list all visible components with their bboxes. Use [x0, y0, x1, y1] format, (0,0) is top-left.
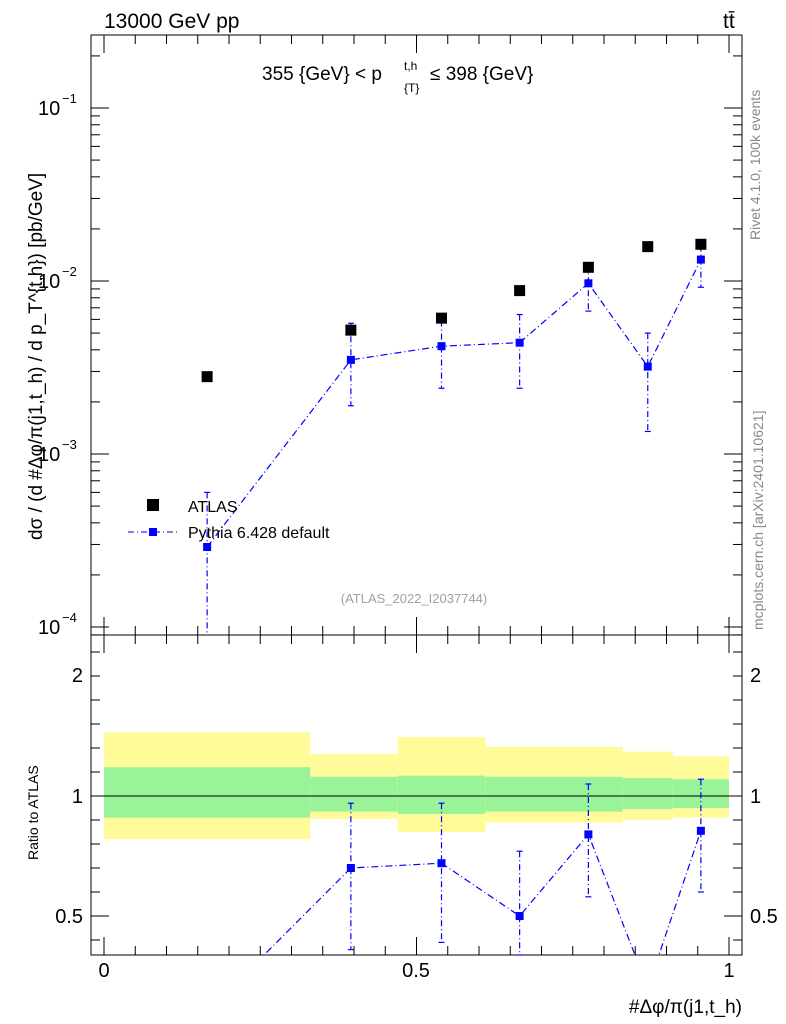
- main-y-tick-exponent: −2: [62, 264, 77, 279]
- mc-point: [515, 338, 524, 347]
- ratio-y-tick-label-right: 2: [750, 665, 761, 687]
- data-point: [201, 371, 213, 383]
- main-y-tick-exponent: −1: [62, 91, 77, 106]
- main-mc-series: [203, 245, 705, 635]
- mc-point: [696, 255, 705, 264]
- main-data-series: [201, 238, 707, 383]
- mc-point: [346, 355, 355, 364]
- x-axis-ticks: [103, 35, 730, 955]
- legend: ATLAS Pythia 6.428 default: [128, 499, 330, 542]
- mc-point: [643, 362, 652, 371]
- main-y-tick-label: 10: [38, 617, 60, 639]
- main-y-tick-labels: 10 −1 10 −2 10 −3 10 −4: [38, 91, 77, 639]
- ratio-y-tick-labels: 0.5 1 2 0.5 1 2: [55, 665, 778, 928]
- mc-point: [203, 543, 212, 552]
- ratio-y-tick-label-right: 0.5: [750, 906, 778, 928]
- main-y-tick-exponent: −3: [62, 437, 77, 452]
- ratio-point: [584, 830, 593, 839]
- range-title: 355 {GeV} < p t,h {T} ≤ 398 {GeV}: [262, 59, 533, 95]
- range-title-start: 355 {GeV} < p: [262, 64, 382, 85]
- mcplots-label: mcplots.cern.ch [arXiv:2401.10621]: [750, 411, 766, 630]
- main-y-tick-label: 10: [38, 271, 60, 293]
- data-point: [695, 238, 707, 250]
- legend-data-label: ATLAS: [188, 499, 238, 516]
- mc-point: [437, 342, 446, 351]
- collision-label: 13000 GeV pp: [104, 10, 239, 33]
- analysis-watermark: (ATLAS_2022_I2037744): [341, 591, 487, 606]
- legend-data-marker: [147, 499, 159, 511]
- main-y-axis-label: dσ / (d #Δφ/π(j1,t_h) / d p_T^{t,h}) [pb…: [26, 173, 47, 540]
- x-tick-label: 1: [723, 960, 734, 982]
- main-axis-ticks: [91, 55, 742, 636]
- main-y-tick-exponent: −4: [62, 610, 77, 625]
- ratio-point: [346, 864, 355, 872]
- main-y-tick-label: 10: [38, 444, 60, 466]
- ratio-y-tick-label-right: 1: [750, 786, 761, 808]
- x-tick-label: 0: [98, 960, 109, 982]
- range-title-end: ≤ 398 {GeV}: [430, 64, 533, 85]
- ratio-series-line: [263, 830, 702, 955]
- data-point: [642, 241, 654, 253]
- range-title-sub: {T}: [404, 81, 419, 95]
- legend-mc-label: Pythia 6.428 default: [188, 525, 330, 542]
- mc-series-line: [206, 259, 702, 548]
- main-y-tick-label: 10: [38, 98, 60, 120]
- ratio-axis-ticks: [91, 651, 742, 941]
- ratio-y-tick-label: 1: [72, 786, 83, 808]
- ratio-y-tick-label: 0.5: [55, 906, 83, 928]
- mc-point: [584, 279, 593, 288]
- data-point: [345, 324, 357, 336]
- x-tick-label: 0.5: [402, 960, 430, 982]
- ratio-y-tick-label: 2: [72, 665, 83, 687]
- data-point: [436, 312, 447, 324]
- ratio-uncertainty-bands: [91, 732, 742, 840]
- range-title-sup: t,h: [404, 59, 417, 73]
- data-point: [514, 285, 526, 297]
- inner-band-segment: [104, 767, 311, 818]
- main-panel-frame: [90, 34, 743, 636]
- rivet-label: Rivet 4.1.0, 100k events: [747, 90, 763, 240]
- ratio-y-axis-label: Ratio to ATLAS: [25, 765, 41, 860]
- inner-band-segment: [622, 778, 673, 810]
- ratio-mc-series: [263, 778, 705, 956]
- inner-band-segment: [310, 776, 398, 812]
- legend-mc-marker: [149, 528, 157, 536]
- process-label: tt̄: [723, 10, 735, 33]
- ratio-point: [515, 912, 524, 920]
- inner-band-segment: [485, 776, 623, 812]
- x-axis-label: #Δφ/π(j1,t_h): [629, 997, 742, 1018]
- ratio-point: [437, 859, 446, 868]
- ratio-point: [696, 826, 705, 835]
- data-point: [582, 261, 594, 273]
- x-tick-labels: 0 0.5 1: [98, 960, 734, 982]
